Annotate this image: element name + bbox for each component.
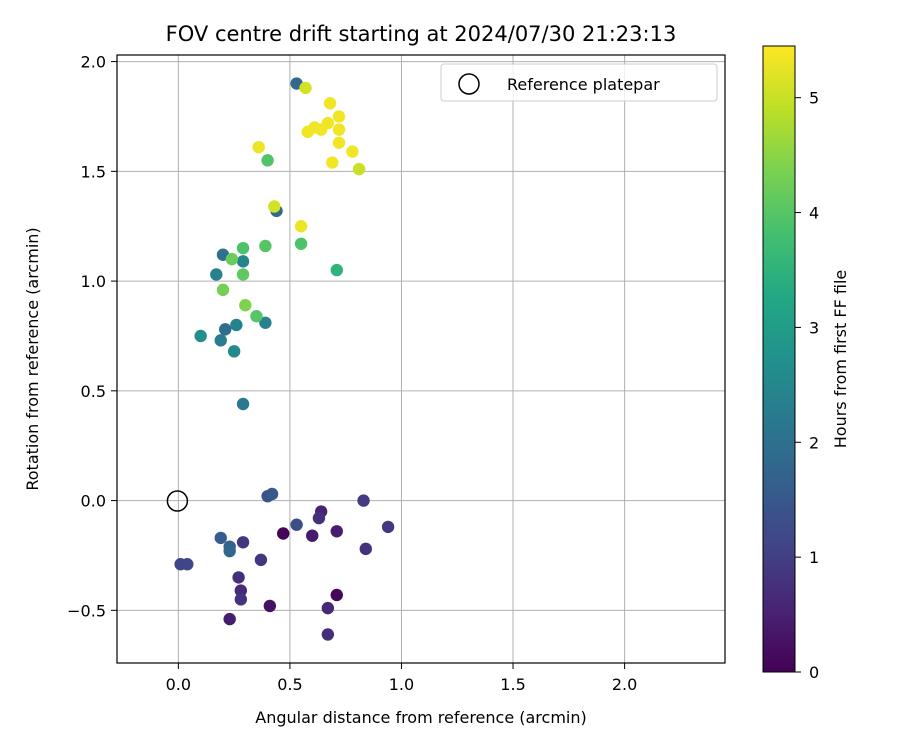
plot-frame bbox=[116, 54, 726, 664]
scatter-point bbox=[265, 487, 279, 501]
scatter-point bbox=[214, 334, 227, 347]
scatter-point bbox=[219, 323, 232, 336]
legend-box bbox=[440, 63, 718, 102]
scatter-point bbox=[252, 140, 265, 154]
grid-lines bbox=[117, 55, 725, 663]
scatter-point bbox=[181, 558, 194, 571]
scatter-point bbox=[299, 81, 312, 95]
x-tick-label: 1.0 bbox=[389, 675, 414, 694]
x-axis-ticks: 0.0 0.5 1.0 1.5 2.0 bbox=[166, 663, 637, 694]
scatter-point bbox=[236, 255, 250, 268]
scatter-point bbox=[216, 283, 230, 297]
legend-label: Reference platepar bbox=[507, 75, 660, 94]
y-tick-label: 1.0 bbox=[81, 272, 106, 291]
scatter-point bbox=[381, 520, 395, 534]
scatter-point bbox=[321, 601, 335, 615]
scatter-point bbox=[227, 345, 241, 358]
scatter-point bbox=[290, 518, 303, 531]
scatter-point bbox=[306, 529, 319, 542]
scatter-point bbox=[223, 544, 236, 558]
scatter-point bbox=[326, 156, 339, 169]
scatter-point bbox=[236, 241, 250, 255]
colorbar-tick-label: 2 bbox=[809, 433, 819, 452]
colorbar-gradient bbox=[762, 45, 796, 673]
colorbar-ticks: 0 1 2 3 4 5 bbox=[795, 89, 819, 682]
scatter-point bbox=[330, 588, 343, 602]
scatter-point bbox=[332, 110, 346, 123]
scatter-point bbox=[346, 145, 359, 158]
colorbar-tick-label: 0 bbox=[809, 663, 819, 682]
legend-marker-icon bbox=[458, 73, 480, 95]
scatter-point bbox=[323, 97, 337, 110]
data-points bbox=[174, 77, 395, 641]
reference-point-marker bbox=[166, 490, 189, 512]
scatter-point bbox=[232, 571, 245, 584]
scatter-point bbox=[330, 263, 343, 277]
scatter-point bbox=[225, 252, 239, 266]
x-tick-label: 1.5 bbox=[500, 675, 525, 694]
colorbar-tick-label: 3 bbox=[809, 318, 819, 337]
scatter-point bbox=[250, 309, 263, 323]
scatter-point bbox=[321, 116, 335, 130]
scatter-point bbox=[294, 220, 308, 233]
scatter-point bbox=[357, 494, 370, 507]
legend: Reference platepar bbox=[440, 63, 718, 102]
scatter-point bbox=[359, 542, 372, 556]
scatter-point bbox=[352, 162, 366, 176]
x-tick-label: 0.5 bbox=[277, 675, 302, 694]
scatter-point bbox=[239, 299, 252, 312]
scatter-point bbox=[259, 239, 272, 253]
y-axis-label: Rotation from reference (arcmin) bbox=[23, 227, 42, 490]
scatter-point bbox=[332, 136, 346, 149]
scatter-point bbox=[210, 268, 223, 281]
scatter-point bbox=[236, 268, 250, 281]
y-tick-label: 2.0 bbox=[81, 53, 106, 72]
scatter-point bbox=[330, 525, 343, 538]
scatter-point bbox=[261, 154, 274, 167]
y-tick-label: 1.5 bbox=[81, 162, 106, 181]
scatter-point bbox=[230, 318, 243, 332]
scatter-point bbox=[234, 593, 248, 606]
y-tick-label: 0.5 bbox=[81, 382, 106, 401]
colorbar-tick-label: 1 bbox=[809, 548, 819, 567]
scatter-point bbox=[294, 237, 308, 250]
y-tick-label: 0.0 bbox=[81, 492, 106, 511]
x-tick-label: 2.0 bbox=[612, 675, 637, 694]
x-tick-label: 0.0 bbox=[166, 675, 191, 694]
chart-title: FOV centre drift starting at 2024/07/30 … bbox=[166, 22, 677, 46]
x-axis-label: Angular distance from reference (arcmin) bbox=[255, 708, 586, 727]
scatter-point bbox=[268, 200, 281, 213]
scatter-point bbox=[214, 531, 227, 545]
scatter-point bbox=[236, 397, 250, 411]
colorbar-tick-label: 4 bbox=[809, 204, 819, 223]
scatter-point bbox=[263, 599, 277, 613]
scatter-point bbox=[194, 329, 207, 343]
scatter-point bbox=[234, 584, 248, 597]
y-tick-label: −0.5 bbox=[67, 601, 106, 620]
colorbar-label: Hours from first FF file bbox=[831, 270, 850, 449]
scatter-point bbox=[259, 316, 272, 329]
scatter-point bbox=[277, 527, 290, 540]
scatter-point bbox=[332, 123, 346, 136]
y-axis-ticks: −0.5 0.0 0.5 1.0 1.5 2.0 bbox=[67, 53, 117, 620]
colorbar-tick-label: 5 bbox=[809, 89, 819, 108]
scatter-point bbox=[254, 553, 268, 567]
scatter-point bbox=[236, 536, 250, 549]
colorbar: 0 1 2 3 4 5 Hours from first FF file bbox=[762, 45, 850, 682]
scatter-point bbox=[312, 511, 326, 525]
scatter-point bbox=[321, 628, 335, 641]
scatter-point bbox=[223, 612, 236, 626]
